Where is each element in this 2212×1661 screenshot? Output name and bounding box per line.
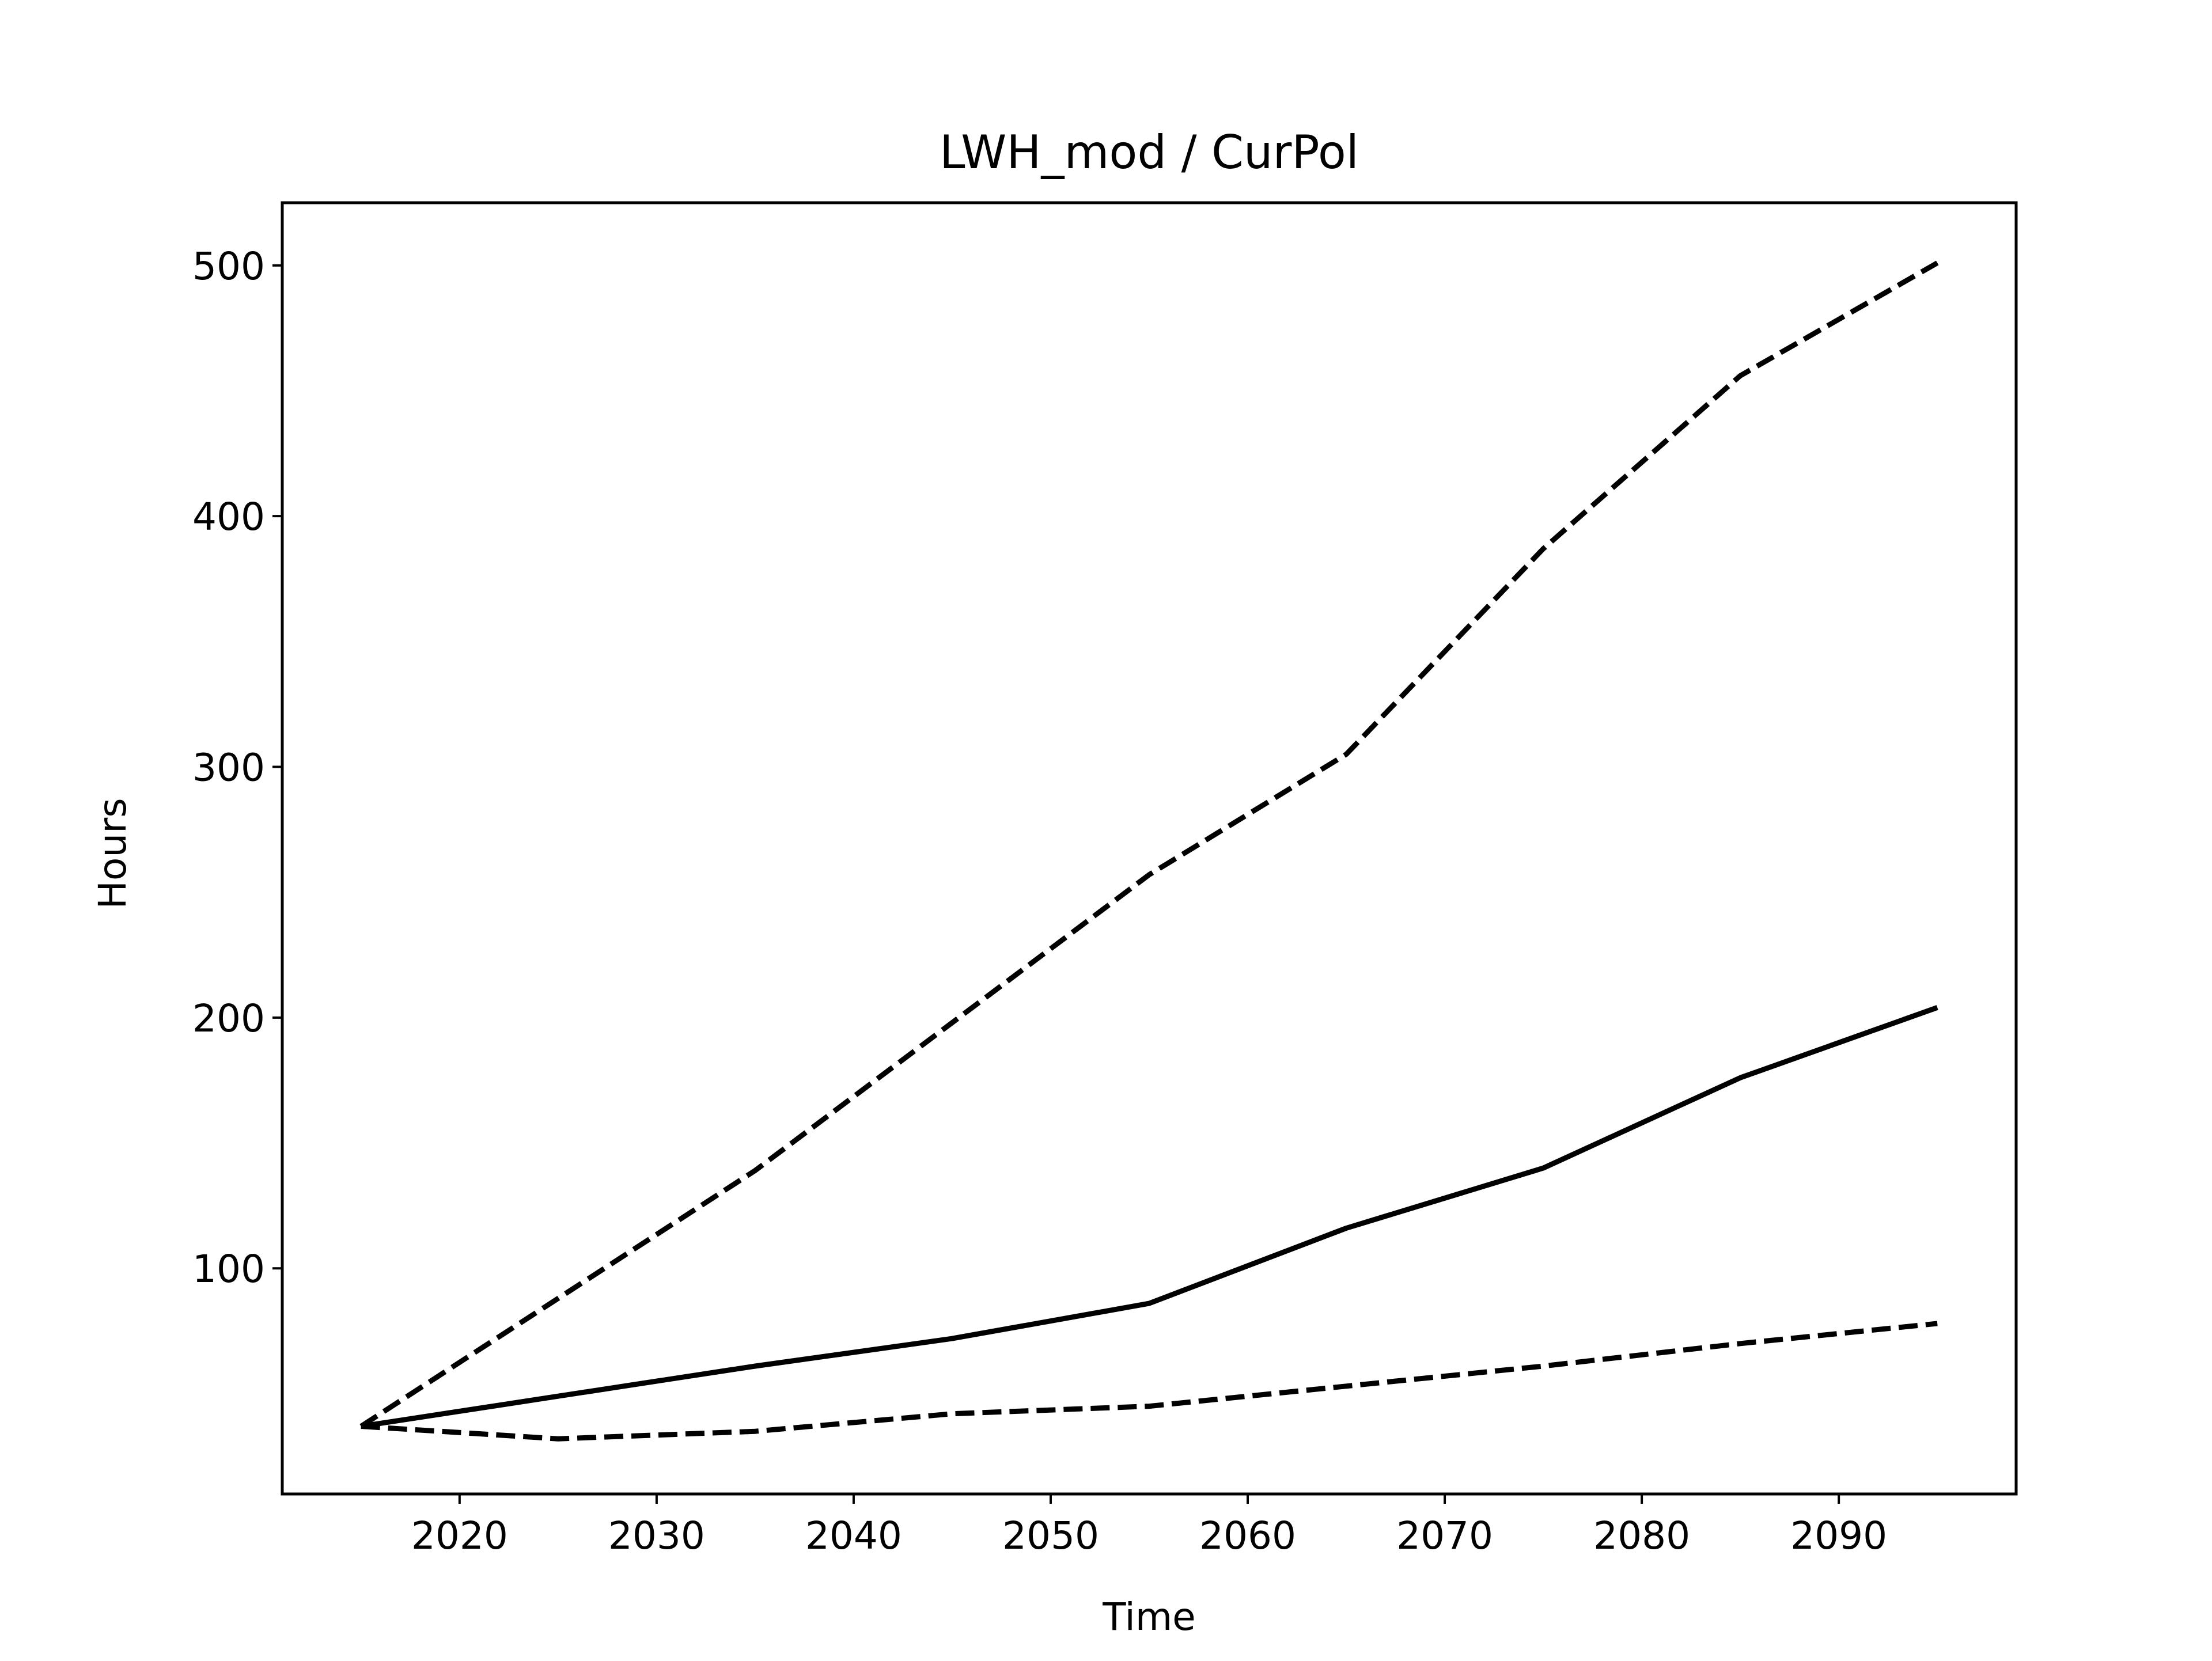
x-tick-label: 2020 (411, 1514, 508, 1558)
y-tick-label: 100 (192, 1247, 265, 1291)
x-tick-label: 2090 (1790, 1514, 1887, 1558)
series-line-3-dashed (361, 1321, 1938, 1442)
x-tick-label: 2070 (1396, 1514, 1493, 1558)
x-tick-label: 2060 (1199, 1514, 1296, 1558)
x-tick-label: 2040 (805, 1514, 902, 1558)
chart-title: LWH_mod / CurPol (940, 126, 1359, 179)
series-lines (359, 260, 1939, 1442)
series-line-1-solid (361, 1005, 1938, 1429)
series-line-2-dashed (359, 260, 1939, 1429)
x-tick-label: 2050 (1002, 1514, 1099, 1558)
y-tick-label: 200 (192, 996, 265, 1041)
y-tick-label: 500 (192, 244, 265, 289)
y-axis-label: Hours (90, 798, 135, 909)
x-tick-label: 2030 (608, 1514, 705, 1558)
y-tick-label: 400 (192, 495, 265, 539)
axis-ticks: 2020 2030 2040 2050 2060 2070 2080 2090 100 200 30… (192, 244, 1887, 1558)
y-tick-label: 300 (192, 746, 265, 790)
x-axis-label: Time (1102, 1595, 1196, 1639)
x-tick-label: 2080 (1593, 1514, 1690, 1558)
plot-area-frame (281, 201, 2018, 1496)
